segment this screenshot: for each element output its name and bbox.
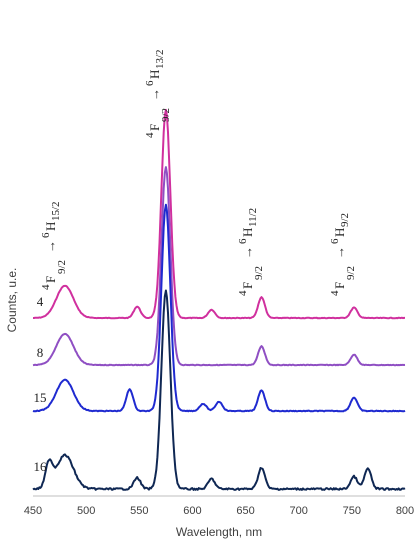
transition-annotations: 4F9/2→6H15/24F9/2→6H13/24F9/2→6H11/24F9/…: [40, 49, 357, 296]
annotation-term: H: [332, 228, 347, 237]
x-tick-label: 750: [343, 505, 361, 517]
annotation-sup: 4: [144, 132, 156, 138]
series-line-4: [33, 108, 405, 320]
annotation-term: F: [147, 124, 162, 131]
annotation-sup: 4: [329, 290, 341, 296]
x-tick-label: 550: [130, 505, 148, 517]
annotation-arrow: →: [147, 88, 162, 101]
series-line-15: [32, 203, 406, 413]
series-line-8: [32, 166, 406, 367]
annotation-term: H: [240, 228, 255, 237]
x-tick-label: 650: [236, 505, 254, 517]
annotation-sup: 6: [144, 80, 156, 86]
series-label-4: 4: [37, 294, 44, 309]
series-line-16: [32, 289, 406, 491]
annotation-sup: 6: [40, 232, 52, 238]
series-layer: [32, 108, 406, 491]
annotation-arrow: →: [332, 246, 347, 259]
annotation-arrow: →: [240, 246, 255, 259]
x-tick-label: 500: [77, 505, 95, 517]
x-tick-labels: 450 500 550 600 650 700 750 800: [24, 505, 414, 517]
annotation-sub: 13/2: [154, 49, 166, 69]
x-axis-label: Wavelength, nm: [176, 525, 262, 539]
annotation-term: F: [43, 276, 58, 283]
series-labels: 4 8 15 16: [34, 294, 48, 474]
annotation-sub: 15/2: [50, 201, 62, 221]
series-label-8: 8: [37, 345, 44, 360]
annotation-sub: 9/2: [339, 213, 351, 227]
annotation-sup: 6: [329, 238, 341, 244]
x-tick-label: 600: [183, 505, 201, 517]
x-tick-label: 700: [290, 505, 308, 517]
series-label-15: 15: [34, 390, 47, 405]
annotation-sub: 11/2: [247, 208, 259, 227]
x-tick-label: 450: [24, 505, 42, 517]
annotation-term: H: [147, 70, 162, 79]
annotation-term: F: [240, 282, 255, 289]
annotation-sub: 9/2: [56, 260, 68, 274]
annotation-sub: 9/2: [345, 266, 357, 280]
annotation-sup: 4: [40, 284, 52, 290]
annotation-sub: 9/2: [160, 108, 172, 122]
annotation-term: H: [43, 222, 58, 231]
y-axis-label: Counts, u.e.: [5, 268, 19, 333]
annotation-sup: 6: [237, 238, 249, 244]
transition-annotation: 4F9/2→6H9/2: [329, 213, 357, 296]
x-tick-label: 800: [396, 505, 414, 517]
annotation-arrow: →: [43, 240, 58, 253]
series-label-16: 16: [34, 459, 48, 474]
annotation-sup: 4: [237, 290, 249, 296]
annotation-term: F: [332, 282, 347, 289]
annotation-sub: 9/2: [253, 266, 265, 280]
